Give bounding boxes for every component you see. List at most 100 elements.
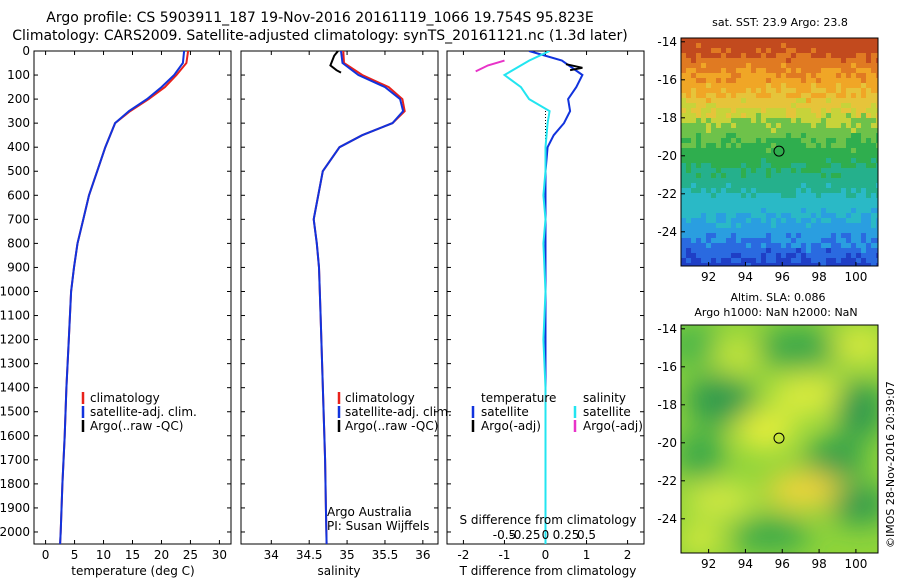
sst-cell	[756, 38, 761, 43]
sst-cell	[746, 263, 751, 266]
sst-cell	[711, 63, 716, 68]
sst-cell	[876, 63, 878, 68]
sst-cell	[681, 218, 686, 223]
sst-cell	[831, 233, 836, 238]
sst-cell	[841, 83, 846, 88]
sst-cell	[851, 98, 856, 103]
sst-cell	[851, 43, 856, 48]
sst-cell	[831, 68, 836, 73]
sst-cell	[761, 188, 766, 193]
sst-cell	[696, 108, 701, 113]
sst-cell	[791, 113, 796, 118]
legend-satellite-label: satellite-adj. clim.	[90, 405, 197, 419]
sst-cell	[741, 128, 746, 133]
sst-cell	[786, 193, 791, 198]
sst-cell	[726, 48, 731, 53]
sst-cell	[741, 123, 746, 128]
sst-cell	[766, 198, 771, 203]
sst-cell	[836, 173, 841, 178]
sst-cell	[736, 198, 741, 203]
sst-cell	[731, 43, 736, 48]
sst-cell	[721, 168, 726, 173]
sst-cell	[701, 193, 706, 198]
sst-cell	[711, 38, 716, 43]
sst-cell	[686, 223, 691, 228]
sst-cell	[726, 83, 731, 88]
sst-cell	[876, 253, 878, 258]
sst-cell	[716, 163, 721, 168]
sst-cell	[716, 53, 721, 58]
sst-cell	[771, 168, 776, 173]
sst-cell	[776, 78, 781, 83]
sst-cell	[686, 48, 691, 53]
sst-cell	[686, 118, 691, 123]
sst-cell	[841, 63, 846, 68]
sst-cell	[871, 43, 876, 48]
sst-cell	[701, 63, 706, 68]
sst-cell	[731, 123, 736, 128]
sst-cell	[691, 178, 696, 183]
sst-cell	[841, 223, 846, 228]
sst-cell	[801, 153, 806, 158]
sst-cell	[841, 133, 846, 138]
sst-cell	[831, 148, 836, 153]
sst-cell	[821, 198, 826, 203]
sst-cell	[871, 248, 876, 253]
sst-cell	[861, 243, 866, 248]
sst-cell	[816, 173, 821, 178]
sst-cell	[771, 148, 776, 153]
sst-cell	[746, 178, 751, 183]
sst-cell	[856, 98, 861, 103]
sst-cell	[856, 153, 861, 158]
sst-cell	[691, 238, 696, 243]
sst-cell	[811, 143, 816, 148]
sst-cell	[741, 213, 746, 218]
sst-cell	[846, 223, 851, 228]
sst-cell	[796, 263, 801, 266]
sst-cell	[826, 48, 831, 53]
sst-cell	[861, 238, 866, 243]
sst-cell	[716, 153, 721, 158]
sst-cell	[761, 168, 766, 173]
sst-cell	[811, 233, 816, 238]
sst-cell	[871, 68, 876, 73]
sst-cell	[821, 188, 826, 193]
sst-cell	[781, 78, 786, 83]
sst-cell	[696, 198, 701, 203]
sst-cell	[871, 168, 876, 173]
sst-cell	[771, 83, 776, 88]
sst-cell	[766, 93, 771, 98]
legend-t-satellite-label: satellite	[481, 405, 529, 419]
sst-cell	[716, 98, 721, 103]
sst-cell	[766, 83, 771, 88]
sst-cell	[871, 63, 876, 68]
sst-cell	[836, 63, 841, 68]
sst-cell	[716, 253, 721, 258]
sst-cell	[846, 183, 851, 188]
y-tick-label: 1800	[0, 477, 30, 491]
sst-cell	[836, 183, 841, 188]
sst-cell	[726, 128, 731, 133]
sst-cell	[796, 133, 801, 138]
sst-cell	[751, 183, 756, 188]
sst-cell	[861, 113, 866, 118]
sst-cell	[856, 133, 861, 138]
sst-cell	[781, 183, 786, 188]
temperature-xlabel: temperature (deg C)	[71, 564, 194, 578]
sst-cell	[756, 263, 761, 266]
sst-cell	[706, 168, 711, 173]
sst-cell	[731, 118, 736, 123]
sst-cell	[821, 138, 826, 143]
sst-cell	[781, 198, 786, 203]
sst-cell	[736, 193, 741, 198]
sst-cell	[856, 163, 861, 168]
sst-cell	[716, 148, 721, 153]
sst-cell	[806, 208, 811, 213]
sst-cell	[711, 43, 716, 48]
sst-cell	[706, 103, 711, 108]
sst-cell	[731, 83, 736, 88]
sst-cell	[816, 178, 821, 183]
sst-cell	[741, 203, 746, 208]
sst-cell	[781, 243, 786, 248]
sst-cell	[806, 68, 811, 73]
